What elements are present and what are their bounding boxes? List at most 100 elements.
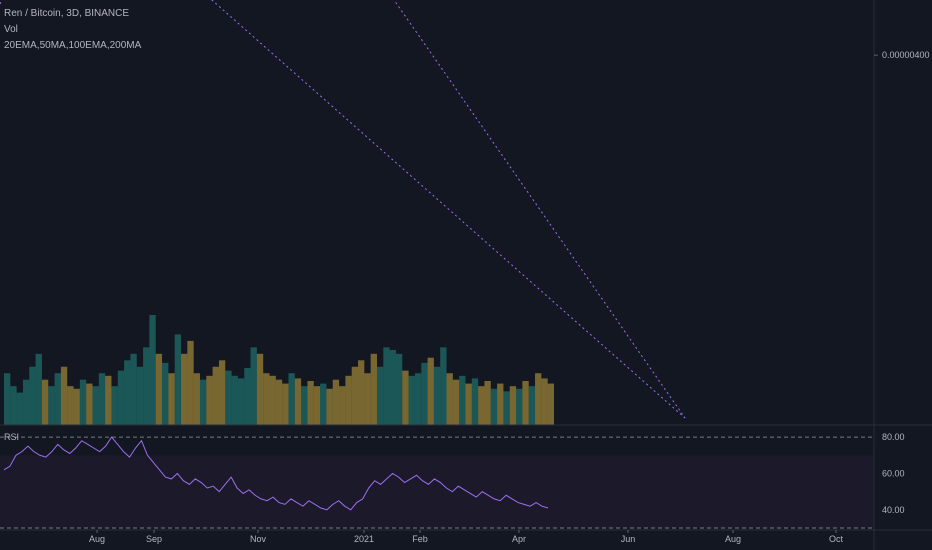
- volume-bar: [497, 383, 504, 425]
- volume-bar: [307, 381, 314, 425]
- time-axis: Aug Sep Nov 2021 Feb Apr Jun Aug Oct: [0, 529, 932, 544]
- volume-bar: [471, 378, 479, 425]
- rsi-tick-label: 40.00: [882, 505, 905, 515]
- volume-bar: [149, 315, 156, 425]
- time-tick-label: Aug: [89, 534, 105, 544]
- volume-bar: [421, 362, 428, 425]
- volume-bar: [29, 366, 36, 425]
- volume-bar: [206, 375, 213, 425]
- price-tick-label: 0.00000400: [882, 50, 930, 60]
- volume-bar: [503, 391, 510, 425]
- volume-bar: [73, 388, 80, 425]
- volume-bar: [358, 360, 365, 425]
- volume-bar: [509, 386, 517, 425]
- abcd-pattern: [0, 0, 686, 419]
- volume-bar: [351, 366, 359, 425]
- volume-bar: [263, 373, 270, 425]
- volume-bar: [86, 383, 93, 425]
- volume-bar: [79, 379, 87, 425]
- volume-bar: [383, 347, 390, 425]
- volume-bar: [269, 375, 276, 425]
- volume-bar: [199, 379, 207, 425]
- volume-bar: [155, 353, 163, 425]
- rsi-tick-label: 80.00: [882, 432, 905, 442]
- volume-bar: [320, 383, 327, 425]
- volume-bar: [433, 366, 441, 425]
- time-tick-label: 2021: [354, 534, 374, 544]
- volume-bar: [326, 388, 333, 425]
- volume-bar: [136, 366, 144, 425]
- volume-bar: [332, 379, 340, 425]
- volume-bar: [452, 379, 460, 425]
- volume-bar: [256, 353, 264, 425]
- volume-bar: [10, 386, 17, 425]
- volume-bar: [370, 353, 377, 425]
- volume-bar: [117, 370, 125, 425]
- volume-bar: [547, 383, 554, 425]
- volume-bar: [105, 375, 112, 425]
- volume-bar: [162, 362, 169, 425]
- time-tick-label: Apr: [512, 534, 526, 544]
- volume-bar: [364, 373, 371, 425]
- volume-bar: [67, 386, 74, 425]
- volume-bar: [376, 366, 384, 425]
- volume-bar: [465, 383, 472, 425]
- volume-bar: [282, 383, 289, 425]
- volume-bar: [130, 353, 137, 425]
- volume-bar: [490, 388, 498, 425]
- volume-bar: [4, 373, 11, 425]
- volume-bar: [168, 373, 175, 425]
- chart-symbol-title: Ren / Bitcoin, 3D, BINANCE: [4, 8, 130, 19]
- volume-bar: [16, 392, 23, 425]
- volume-bar: [187, 340, 194, 425]
- volume-bar: [408, 375, 415, 425]
- rsi-panel: RSI 80.00 60.00 40.00: [0, 432, 905, 529]
- time-tick-label: Feb: [412, 534, 428, 544]
- volume-bar: [484, 381, 491, 425]
- volume-bar: [446, 373, 453, 425]
- upper-trendline: [393, 0, 686, 419]
- volume-bar: [98, 373, 106, 425]
- rsi-tick-label: 60.00: [882, 468, 905, 478]
- time-tick-label: Nov: [250, 534, 267, 544]
- volume-bar: [250, 347, 257, 425]
- volume-bar: [174, 334, 182, 425]
- volume-bar: [218, 360, 226, 425]
- volume-bar: [181, 353, 188, 425]
- volume-bar: [516, 388, 523, 425]
- volume-indicator-label: Vol: [4, 24, 18, 35]
- volume-bar: [48, 386, 55, 425]
- volume-bar: [301, 386, 308, 425]
- volume-bar: [414, 373, 422, 425]
- volume-bar: [60, 366, 68, 425]
- volume-bar: [54, 373, 61, 425]
- volume-bar: [22, 379, 30, 425]
- volume-bar: [345, 375, 352, 425]
- volume-bar: [288, 373, 295, 425]
- volume-bar: [193, 373, 200, 425]
- rsi-label: RSI: [4, 432, 19, 442]
- volume-bar: [35, 353, 42, 425]
- volume-bar: [478, 386, 485, 425]
- rsi-band: [0, 455, 874, 528]
- volume-bar: [244, 368, 251, 425]
- volume-bar: [528, 386, 536, 425]
- volume-bar: [440, 347, 447, 425]
- volume-bar: [124, 360, 131, 425]
- volume-bar: [237, 378, 245, 425]
- volume-bar: [541, 378, 548, 425]
- volume-bar: [231, 375, 238, 425]
- volume-bar: [427, 357, 434, 425]
- volume-bar: [294, 378, 302, 425]
- ema-indicator-label: 20EMA,50MA,100EMA,200MA: [4, 40, 142, 51]
- time-tick-label: Sep: [146, 534, 162, 544]
- volume-bar: [395, 353, 403, 425]
- volume-bar: [225, 370, 232, 425]
- time-tick-label: Oct: [829, 534, 844, 544]
- time-tick-label: Aug: [725, 534, 741, 544]
- volume-bar: [522, 381, 529, 425]
- volume-bar: [212, 366, 219, 425]
- volume-bar: [41, 379, 49, 425]
- volume-bar: [339, 386, 346, 425]
